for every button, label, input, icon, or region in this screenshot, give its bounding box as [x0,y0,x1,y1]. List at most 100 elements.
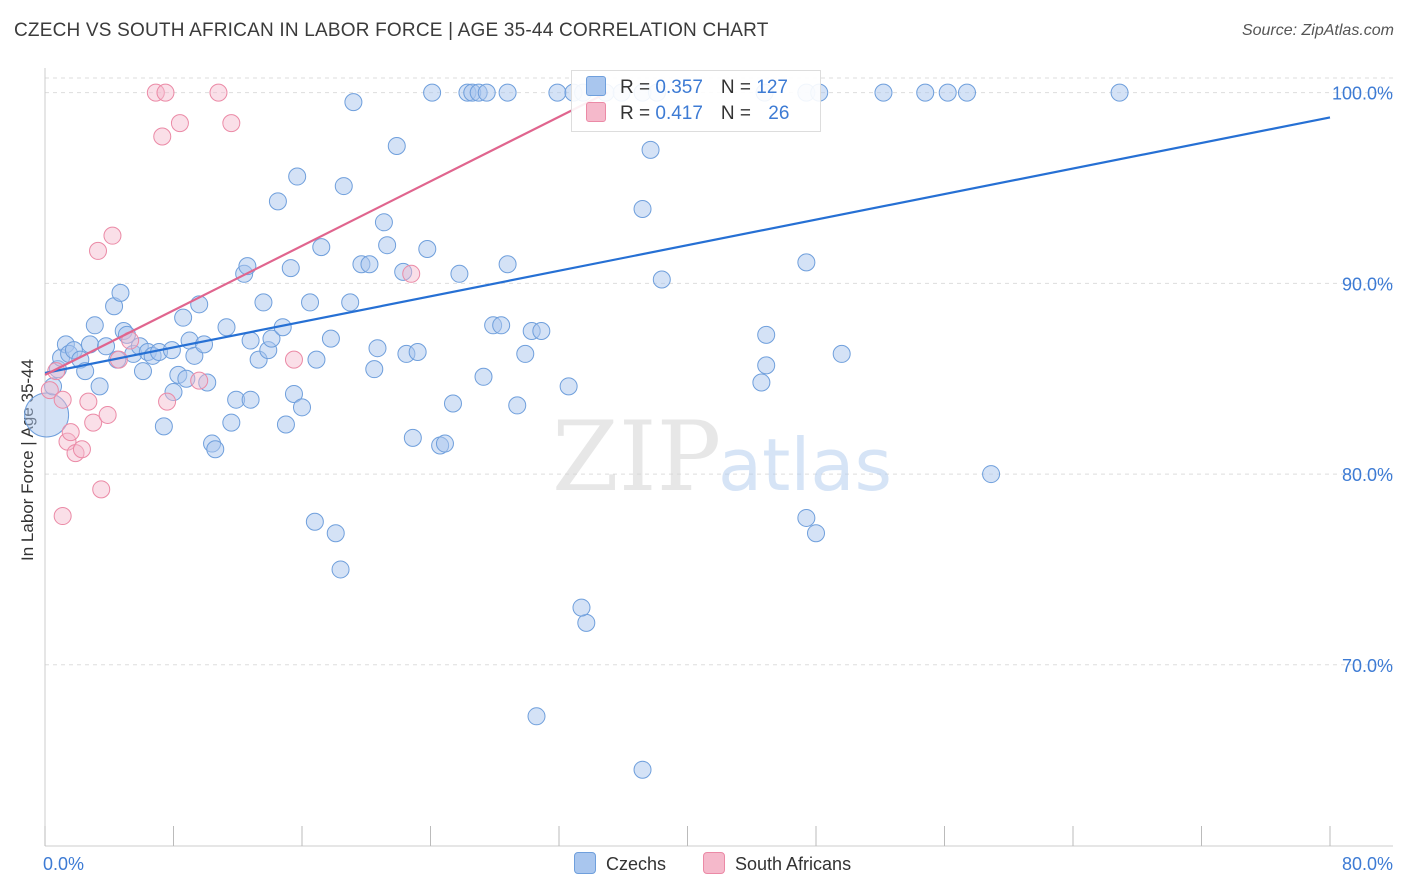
south-african-point [190,371,209,390]
czech-point [262,329,281,348]
czech-point [217,318,236,337]
south-african-point [84,413,103,432]
czech-point [498,255,517,274]
czech-point [652,270,671,289]
south-african-point [72,440,91,459]
czech-point [268,192,287,211]
correlation-legend: R = 0.357 N = 127 R = 0.417 N = 26 [571,70,821,132]
czech-point [276,415,295,434]
czech-legend-swatch [574,852,596,874]
czech-point [162,341,181,360]
south-african-point [79,392,98,411]
czech-point [1110,83,1129,102]
y-tick-label: 100.0% [1332,84,1393,104]
south-african-point [402,264,421,283]
czech-point [293,398,311,417]
south-african-point [53,507,72,526]
x-axis-ticks [44,826,1331,846]
czech-point [559,377,578,396]
south-african-point [284,350,303,369]
czech-point [111,283,130,302]
czech-point [301,293,320,312]
south-african-points [40,83,421,526]
y-tick-label: 70.0% [1342,656,1393,676]
legend-row-czechs: R = 0.357 N = 127 [586,76,788,100]
south-african-point [61,423,80,442]
south-african-point [153,127,172,146]
czech-point [508,396,527,415]
axes [44,68,1393,847]
czech-trend-line [44,116,1331,375]
czech-point [874,83,893,102]
czech-point [757,356,776,375]
czech-point [757,325,776,344]
trend-lines [44,91,1331,376]
czech-point [832,344,851,363]
y-tick-label: 90.0% [1342,274,1393,294]
south-african-point [53,390,72,409]
y-tick-label: 80.0% [1342,465,1393,485]
czech-point [423,83,442,102]
series-legend: Czechs South Africans [0,850,1406,880]
legend-row-south-africans: R = 0.417 N = 26 [586,102,789,126]
czech-point [641,140,660,159]
czech-point [797,508,816,527]
x-tick-label: 0.0% [43,854,84,874]
czech-swatch [586,76,606,96]
czech-point [378,236,397,255]
south-african-point [98,405,117,424]
czech-point [206,440,225,459]
czech-point [341,293,360,312]
czech-point [752,373,771,392]
czech-point [254,293,273,312]
czech-point [797,253,816,272]
south-african-point [222,114,241,133]
sa-r-label: R = [620,103,656,124]
czech-point [492,316,511,335]
czech-point [365,360,384,379]
sa-legend-swatch [703,852,725,874]
czech-point [326,524,345,543]
czech-point [312,238,331,257]
czech-point [633,199,652,218]
czech-n-value: 127 [756,77,788,98]
legend-item-czechs[interactable]: Czechs [574,852,666,875]
czech-point [387,137,406,156]
czech-point [154,417,173,436]
czech-point [195,335,214,354]
czech-r-value: 0.357 [655,77,703,98]
czech-point [957,83,976,102]
watermark: ZIP atlas [552,401,892,513]
czech-point [331,560,350,579]
czech-points [24,83,1129,779]
czech-n-label: N = [720,77,757,98]
sa-n-label: N = [720,103,757,124]
czech-point [24,392,70,438]
south-african-point [209,83,228,102]
south-african-point [146,83,165,102]
czech-point [305,512,324,531]
czech-point [572,598,591,617]
legend-item-south-africans[interactable]: South Africans [703,852,851,875]
czech-point [403,428,422,447]
czech-point [527,707,546,726]
czech-point [284,384,303,403]
czech-point [281,259,300,278]
y-tick-labels: 70.0% 80.0% 90.0% 100.0% [1332,84,1393,676]
czech-legend-label: Czechs [606,854,667,874]
south-african-point [156,83,175,102]
sa-swatch [586,102,606,122]
czech-point [807,524,825,543]
czech-point [516,344,535,363]
czech-point [435,434,454,453]
czech-point [450,264,469,283]
czech-point [241,390,260,409]
south-african-point [92,480,111,499]
czech-r-label: R = [620,77,656,98]
czech-point [288,167,307,186]
czech-point [938,83,957,102]
czech-point [498,83,517,102]
czech-point [360,255,379,274]
south-african-point [170,114,189,133]
